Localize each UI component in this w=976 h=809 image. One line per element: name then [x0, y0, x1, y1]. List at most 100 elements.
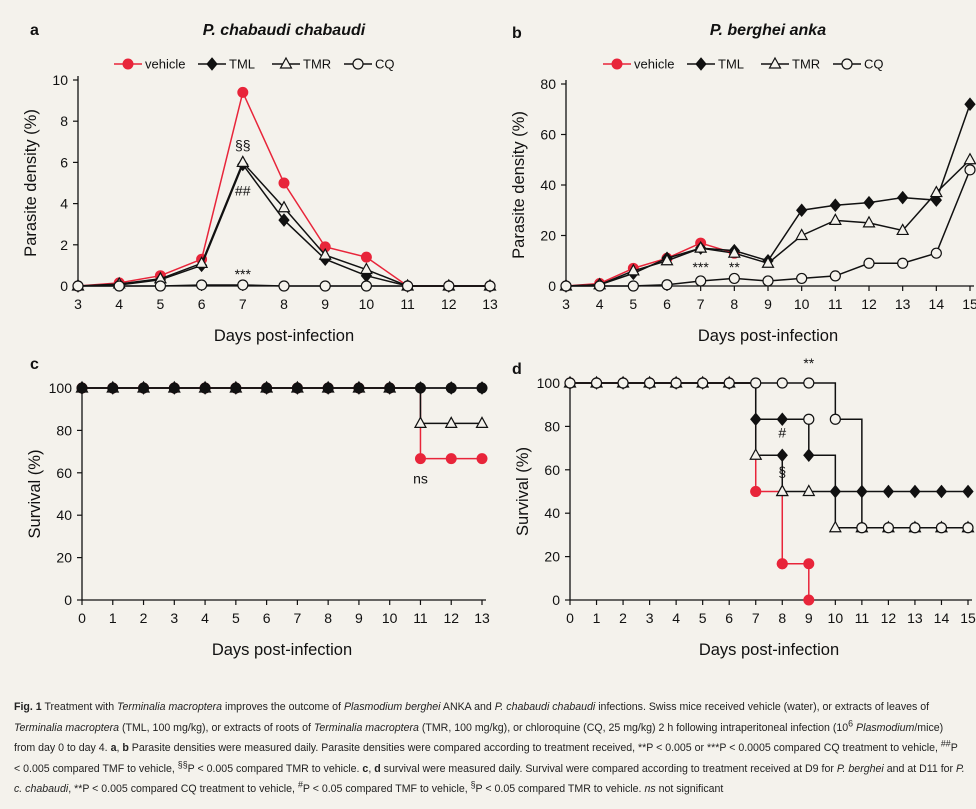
data-point [882, 522, 895, 534]
caption-part: Terminalia macroptera [14, 721, 120, 734]
x-tick-label: 5 [232, 610, 240, 626]
data-point [230, 382, 242, 394]
data-point [443, 280, 455, 292]
caption-part: 6 [848, 718, 854, 728]
caption-part: § [470, 779, 476, 790]
series-line [570, 382, 968, 493]
y-axis-label: Parasite density (%) [22, 109, 40, 257]
caption-part: Terminalia macroptera [117, 701, 223, 713]
data-point [856, 522, 868, 534]
data-point [697, 377, 709, 389]
data-point [237, 279, 249, 291]
x-tick-label: 12 [441, 296, 457, 312]
x-tick-label: 13 [895, 296, 911, 312]
y-tick-label: 4 [60, 196, 68, 212]
x-tick-label: 12 [861, 296, 877, 312]
data-point [862, 215, 876, 228]
x-axis-label: Days post-infection [212, 641, 352, 659]
caption-part: P. c. chabaudi [14, 762, 965, 796]
x-tick-label: 13 [482, 296, 498, 312]
caption-part: P. chabaudi chabaudi [494, 701, 596, 713]
data-point [107, 382, 119, 394]
series-TMR [559, 152, 976, 291]
caption-part: (TMR, 100 mg/kg), or chloroquine (CQ, 25… [418, 721, 849, 734]
x-tick-label: 9 [355, 610, 363, 626]
x-tick-label: 7 [293, 610, 301, 626]
significance-annotation: ns [413, 470, 428, 486]
data-point [964, 97, 976, 111]
caption-part: Treatment with [44, 701, 118, 713]
y-tick-label: 80 [56, 422, 72, 438]
data-point [896, 223, 910, 236]
data-point [803, 448, 815, 463]
data-point [277, 200, 291, 213]
x-tick-label: 6 [263, 610, 271, 626]
caption-part: , **P < 0.005 compared CQ treatment to v… [68, 783, 298, 796]
y-tick-label: 100 [537, 375, 561, 391]
x-tick-label: 10 [359, 296, 375, 312]
legend-marker [122, 58, 134, 70]
data-point [196, 279, 208, 291]
x-tick-label: 8 [778, 610, 786, 626]
data-point [402, 280, 414, 292]
x-tick-label: 0 [566, 610, 574, 626]
data-point [661, 279, 673, 291]
data-point [750, 377, 762, 389]
data-point [278, 280, 290, 292]
data-point [237, 86, 249, 98]
data-point [882, 484, 895, 499]
data-point [829, 413, 841, 425]
data-point [154, 280, 166, 292]
caption-part: ns [644, 783, 656, 796]
x-tick-label: 3 [646, 610, 654, 626]
caption-part: §§ [177, 759, 188, 770]
caption-part: (TML, 100 mg/kg), or extracts of roots o… [119, 721, 314, 734]
caption-part: ANKA and [440, 701, 495, 713]
y-axis-label: Survival (%) [26, 450, 44, 539]
legend-marker [611, 58, 623, 70]
y-tick-label: 8 [60, 113, 68, 129]
panel-label: d [512, 361, 522, 378]
data-point [168, 382, 180, 394]
legend-entry: CQ [375, 57, 395, 72]
x-tick-label: 11 [828, 296, 843, 312]
data-point [660, 253, 674, 266]
x-tick-label: 9 [805, 610, 813, 626]
data-point [728, 272, 740, 285]
data-point [929, 185, 943, 198]
caption-part: improves the outcome of [222, 701, 344, 713]
y-tick-label: 40 [56, 507, 72, 523]
data-point [803, 413, 815, 425]
x-tick-label: 12 [443, 610, 459, 626]
caption-part: P < 0.005 compared TMR to vehicle. [187, 762, 363, 775]
x-tick-label: 4 [672, 610, 680, 626]
significance-annotation: ** [729, 259, 740, 275]
data-point [930, 247, 942, 259]
data-point [749, 448, 763, 460]
figure-caption: Fig. 1 Treatment with Terminalia macropt… [14, 699, 966, 797]
y-tick-label: 100 [49, 380, 73, 396]
x-axis-label: Days post-infection [699, 641, 839, 659]
data-point [414, 453, 426, 465]
data-point [803, 594, 815, 606]
data-point [796, 272, 808, 285]
y-tick-label: 2 [60, 237, 68, 253]
x-tick-label: 4 [596, 296, 604, 312]
panel-label: c [30, 356, 39, 373]
data-point [828, 213, 842, 225]
x-tick-label: 6 [725, 610, 733, 626]
caption-part: Plasmodium [856, 721, 915, 734]
x-tick-label: 12 [881, 610, 897, 626]
data-point [795, 228, 809, 241]
caption-part: P < 0.05 compared TMR to vehicle. [475, 783, 645, 796]
y-tick-label: 60 [544, 462, 560, 478]
x-tick-label: 14 [934, 610, 950, 626]
x-tick-label: 6 [198, 296, 206, 312]
data-point [963, 152, 976, 165]
x-axis-label: Days post-infection [214, 327, 354, 345]
series-CQ [560, 164, 976, 292]
data-point [594, 280, 606, 292]
y-tick-label: 10 [52, 72, 68, 88]
x-tick-label: 5 [157, 296, 165, 312]
